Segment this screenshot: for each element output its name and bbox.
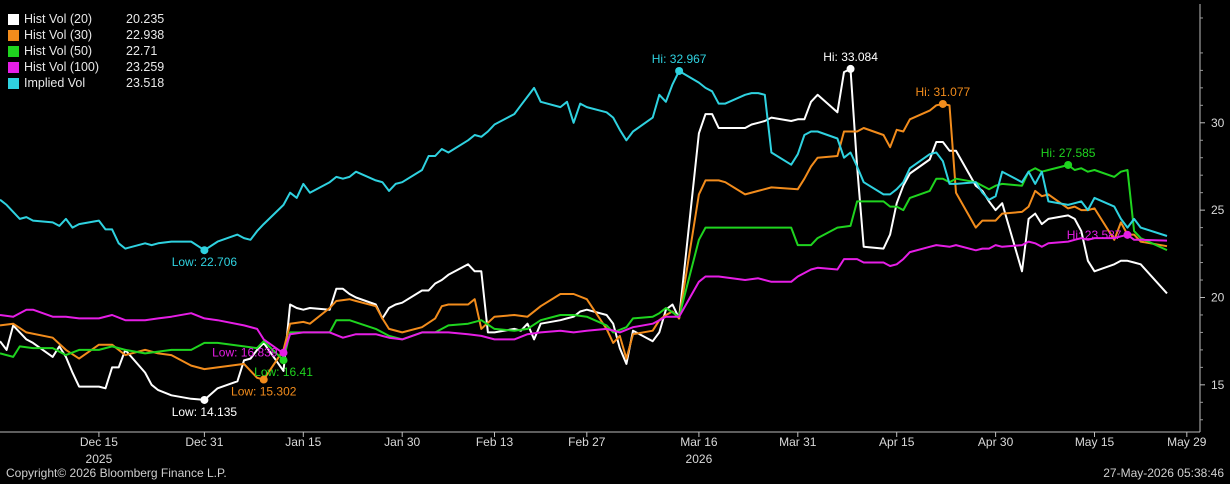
legend-label: Hist Vol (20) [24,12,93,26]
legend-value: 22.71 [126,44,158,58]
legend-item: Hist Vol (50) 22.71 [8,43,164,59]
legend-swatch [8,45,19,57]
legend-swatch [8,77,19,89]
legend-swatch [8,29,19,41]
series-line-implied-vol [0,70,1168,252]
legend-label: Hist Vol (100) [24,60,100,74]
y-tick-label: 15 [1211,378,1225,392]
annotation-marker [846,64,855,73]
y-tick-label: 30 [1211,116,1225,130]
annotation-label: Low: 14.135 [172,405,238,419]
x-year-label: 2026 [686,452,713,466]
x-tick-label: Apr 15 [879,435,915,449]
legend-item: Hist Vol (20) 20.235 [8,11,164,27]
annotation-label: Low: 15.302 [231,385,297,399]
annotation-label: Hi: 32.967 [652,52,707,66]
x-year-label: 2025 [86,452,113,466]
annotation-label: Low: 16.839 [212,346,278,360]
legend-value: 23.259 [126,60,165,74]
x-tick-label: Feb 27 [568,435,606,449]
annotations: Hi: 32.967 Low: 22.706 Hi: 33.084 Low: 14.1… [172,50,1132,419]
x-tick-label: Jan 30 [384,435,420,449]
series-line-hist-vol-50 [0,164,1168,362]
annotation-label: Hi: 33.084 [823,50,878,64]
series-lines [0,67,1168,401]
annotation-marker [1064,160,1073,169]
legend-value: 22.938 [126,28,165,42]
x-tick-label: Feb 13 [476,435,514,449]
annotation-marker [675,66,684,75]
legend-value: 23.518 [126,76,165,90]
annotation-marker [200,395,209,404]
legend-label: Hist Vol (30) [24,28,93,42]
annotation-label: Hi: 27.585 [1041,146,1096,160]
x-tick-label: Apr 30 [978,435,1014,449]
y-tick-label: 25 [1211,203,1225,217]
annotation-label: Hi: 23.587 [1067,228,1122,242]
series-line-hist-vol-20 [0,67,1168,401]
x-tick-label: Mar 16 [680,435,718,449]
legend-item: Hist Vol (100) 23.259 [8,59,164,75]
annotation-label: Low: 16.41 [254,365,313,379]
legend-label: Hist Vol (50) [24,44,93,58]
x-tick-label: Mar 31 [779,435,817,449]
x-tick-label: May 15 [1075,435,1115,449]
annotation-marker [938,99,947,108]
legend-item: Hist Vol (30) 22.938 [8,27,164,43]
x-tick-label: Dec 31 [185,435,223,449]
legend-swatch [8,13,19,25]
copyright-text: Copyright© 2026 Bloomberg Finance L.P. [6,466,227,480]
annotation-marker [259,375,268,384]
y-tick-label: 20 [1211,290,1225,304]
legend-item: Implied Vol 23.518 [8,75,164,91]
annotation-marker [279,348,288,357]
legend: Hist Vol (20) 20.235 Hist Vol (30) 22.938 Hi… [8,11,164,91]
series-line-hist-vol-100 [0,233,1168,355]
x-tick-label: May 29 [1167,435,1207,449]
timestamp-text: 27-May-2026 05:38:46 [1103,466,1224,480]
annotation-label: Low: 22.706 [172,255,238,269]
annotation-label: Hi: 31.077 [916,85,971,99]
annotation-marker [279,356,288,365]
legend-swatch [8,61,19,73]
legend-value: 20.235 [126,12,165,26]
legend-label: Implied Vol [24,76,86,90]
x-tick-label: Jan 15 [285,435,321,449]
x-tick-label: Dec 15 [80,435,118,449]
annotation-marker [1123,230,1132,239]
annotation-marker [200,246,209,255]
